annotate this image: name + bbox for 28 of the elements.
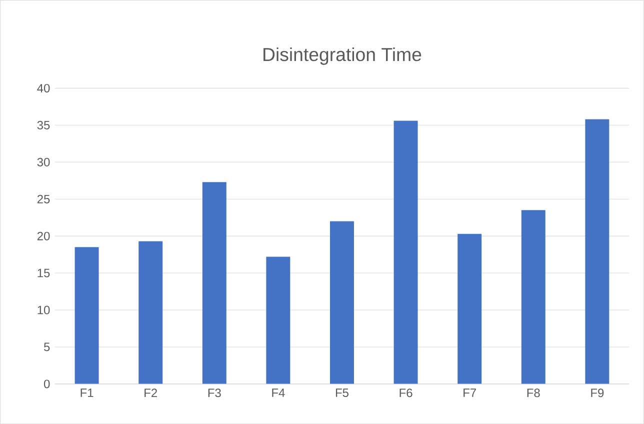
x-tick-label: F5 [336,388,348,397]
y-tick-label: 40 [37,84,50,92]
y-tick-label: 10 [38,306,50,314]
y-tick-label: 35 [37,120,50,130]
bar [266,256,290,384]
x-tick-label: F3 [208,388,221,398]
x-tick-label: F9 [591,388,604,398]
x-tick-label: F7 [464,388,476,397]
bar [74,247,99,384]
bar [138,241,163,384]
y-tick-label: 20 [37,232,50,240]
bar [202,182,226,384]
bar [458,234,482,384]
x-tick-label: F8 [527,388,540,398]
bar [394,120,418,384]
chart-title: Disintegration Time [264,47,422,65]
bar [585,119,610,384]
y-tick-label: 5 [44,342,50,352]
y-tick-label: 25 [37,194,50,204]
y-tick-label: 15 [38,268,50,278]
x-tick-label: F6 [400,388,412,398]
x-tick-label: F1 [80,388,94,397]
bar [330,221,354,384]
y-tick-label: 30 [37,158,50,166]
y-tick-label: 0 [44,380,50,388]
x-tick-label: F4 [272,388,285,397]
x-tick-label: F2 [144,388,157,397]
bar [521,210,546,384]
